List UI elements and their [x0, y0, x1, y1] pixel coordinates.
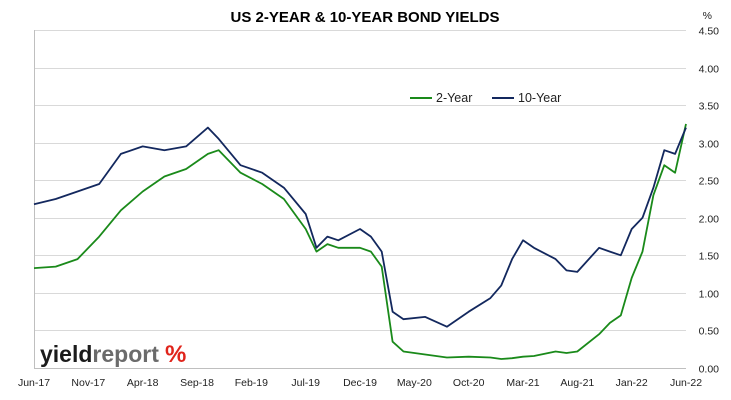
legend: 2-Year 10-Year — [410, 91, 561, 105]
logo-word-report: report — [92, 341, 159, 367]
y-axis-ticks: 0.00 0.50 1.00 1.50 2.00 2.50 3.00 3.50 4.00 4.50 — [699, 26, 720, 376]
logo-word-yield: yield — [40, 341, 92, 367]
legend-label-2-year: 2-Year — [436, 91, 472, 105]
series-lines — [33, 123, 687, 360]
y-tick-label: 3.50 — [699, 101, 720, 113]
y-tick-label: 4.00 — [699, 64, 720, 76]
x-tick-label: Nov-17 — [71, 377, 105, 389]
legend-label-10-year: 10-Year — [518, 91, 561, 105]
x-tick-label: Jun-17 — [18, 377, 50, 389]
x-tick-label: Aug-21 — [560, 377, 594, 389]
x-axis-ticks: Jun-17 Nov-17 Apr-18 Sep-18 Feb-19 Jul-19 Dec-… — [18, 377, 702, 389]
x-tick-label: Dec-19 — [343, 377, 377, 389]
x-tick-label: Apr-18 — [127, 377, 159, 389]
x-tick-label: May-20 — [397, 377, 432, 389]
x-tick-label: Oct-20 — [453, 377, 485, 389]
y-tick-label: 0.00 — [699, 364, 720, 376]
series-line-10-year — [33, 126, 687, 328]
x-tick-label: Jan-22 — [616, 377, 648, 389]
y-tick-label: 1.50 — [699, 251, 720, 263]
x-tick-label: Jul-19 — [291, 377, 320, 389]
gridlines — [34, 30, 686, 369]
chart-title: US 2-YEAR & 10-YEAR BOND YIELDS — [231, 9, 500, 26]
y-tick-label: 2.50 — [699, 176, 720, 188]
x-tick-label: Feb-19 — [235, 377, 268, 389]
y-tick-label: 0.50 — [699, 326, 720, 338]
logo-percent-symbol: % — [165, 341, 186, 368]
x-tick-label: Jun-22 — [670, 377, 702, 389]
x-tick-label: Sep-18 — [180, 377, 214, 389]
y-tick-label: 1.00 — [699, 289, 720, 301]
series-line-2-year — [33, 123, 687, 360]
yieldreport-logo: yieldreport % — [40, 341, 186, 368]
logo-wordmark: yieldreport — [40, 341, 159, 367]
y-tick-label: 4.50 — [699, 26, 720, 38]
x-tick-label: Mar-21 — [506, 377, 539, 389]
y-tick-label: 3.00 — [699, 139, 720, 151]
y-tick-label: 2.00 — [699, 214, 720, 226]
y-axis-unit: % — [703, 10, 712, 22]
